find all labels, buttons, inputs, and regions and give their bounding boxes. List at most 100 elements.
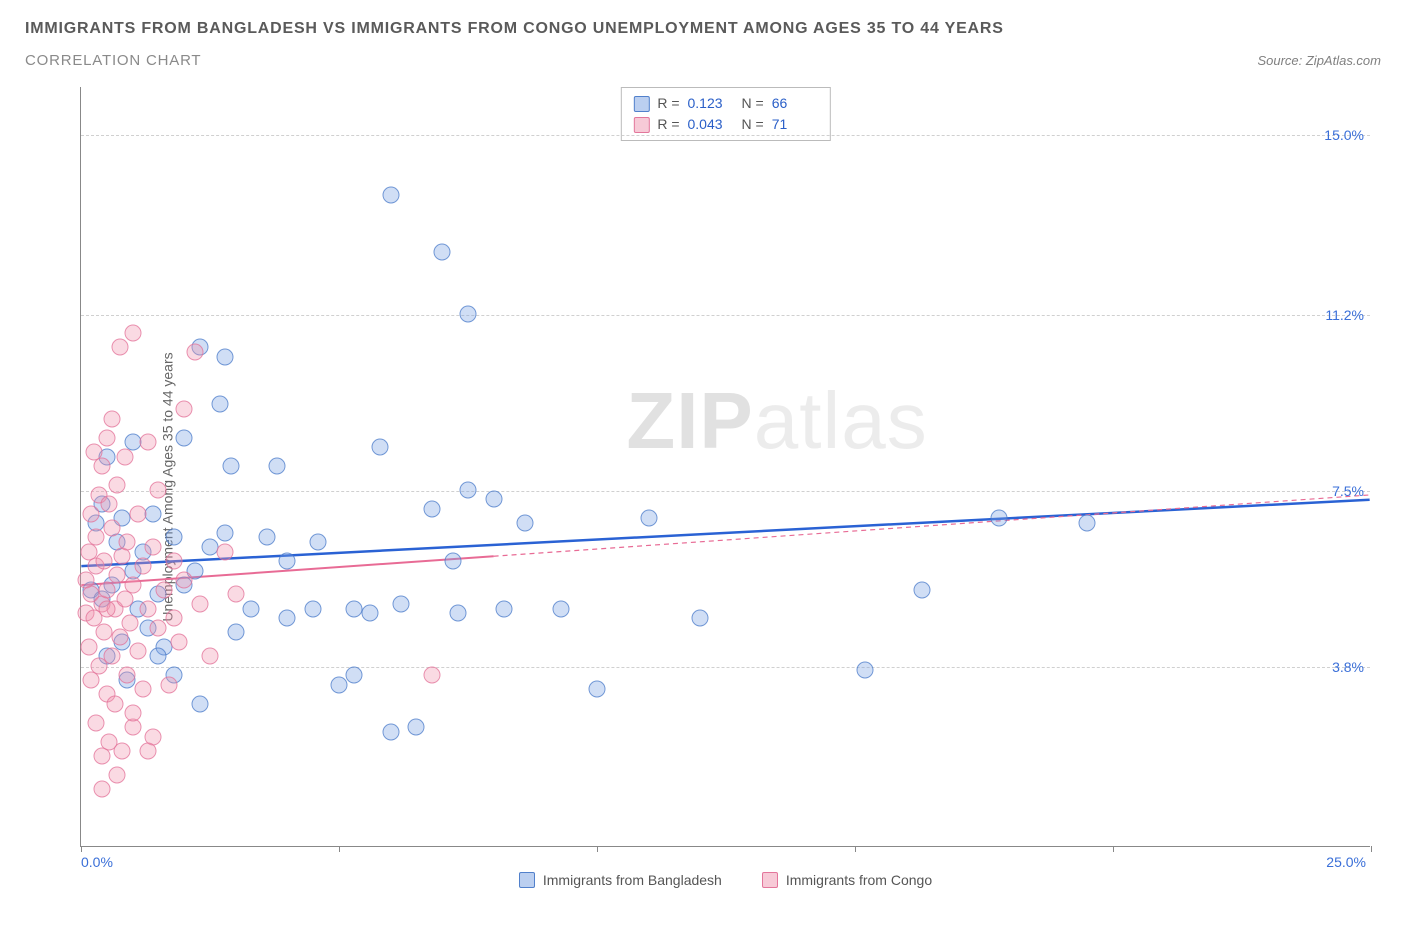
scatter-point (186, 344, 203, 361)
source-name: ZipAtlas.com (1306, 53, 1381, 68)
scatter-point (150, 619, 167, 636)
swatch-pink-icon (762, 872, 778, 888)
scatter-point (346, 667, 363, 684)
scatter-point (434, 244, 451, 261)
scatter-point (305, 600, 322, 617)
gridline (81, 667, 1370, 668)
scatter-point (361, 605, 378, 622)
x-tick-label: 25.0% (1326, 854, 1366, 870)
scatter-point (516, 515, 533, 532)
scatter-point (176, 429, 193, 446)
stat-value-n-blue: 66 (772, 93, 818, 114)
y-tick-label: 15.0% (1324, 127, 1364, 143)
x-tick-mark (1113, 846, 1114, 852)
scatter-point (914, 581, 931, 598)
correlation-stats-box: R = 0.123 N = 66 R = 0.043 N = 71 (620, 87, 830, 141)
scatter-point (589, 681, 606, 698)
scatter-point (165, 529, 182, 546)
scatter-point (176, 401, 193, 418)
scatter-point (103, 410, 120, 427)
scatter-point (150, 481, 167, 498)
x-tick-mark (1371, 846, 1372, 852)
scatter-point (243, 600, 260, 617)
swatch-pink-icon (633, 117, 649, 133)
scatter-point (111, 629, 128, 646)
x-tick-mark (597, 846, 598, 852)
stat-value-r-blue: 0.123 (688, 93, 734, 114)
scatter-point (460, 306, 477, 323)
scatter-point (124, 576, 141, 593)
scatter-point (217, 543, 234, 560)
scatter-point (109, 477, 126, 494)
scatter-point (122, 614, 139, 631)
scatter-point (331, 676, 348, 693)
legend-item: Immigrants from Congo (762, 872, 932, 888)
scatter-point (423, 667, 440, 684)
scatter-point (372, 439, 389, 456)
scatter-point (227, 624, 244, 641)
stat-label-n: N = (742, 114, 764, 135)
scatter-point (88, 714, 105, 731)
scatter-point (191, 695, 208, 712)
scatter-point (640, 510, 657, 527)
scatter-point (258, 529, 275, 546)
scatter-point (269, 458, 286, 475)
scatter-point (140, 600, 157, 617)
scatter-point (496, 600, 513, 617)
scatter-point (124, 325, 141, 342)
scatter-point (552, 600, 569, 617)
scatter-point (103, 648, 120, 665)
watermark: ZIPatlas (626, 375, 927, 467)
scatter-point (129, 643, 146, 660)
y-tick-label: 7.5% (1332, 483, 1364, 499)
gridline (81, 315, 1370, 316)
scatter-point (1079, 515, 1096, 532)
trendline-dashed (494, 495, 1370, 556)
scatter-point (460, 481, 477, 498)
scatter-point (129, 505, 146, 522)
scatter-point (382, 724, 399, 741)
title-block: IMMIGRANTS FROM BANGLADESH VS IMMIGRANTS… (25, 20, 1381, 69)
scatter-point (165, 610, 182, 627)
scatter-point (83, 505, 100, 522)
scatter-point (227, 586, 244, 603)
y-tick-label: 3.8% (1332, 659, 1364, 675)
stat-label-r: R = (657, 114, 679, 135)
scatter-point (124, 705, 141, 722)
trendline-solid (81, 500, 1369, 566)
scatter-point (202, 538, 219, 555)
legend-item: Immigrants from Bangladesh (519, 872, 722, 888)
x-tick-label: 0.0% (81, 854, 113, 870)
legend-label: Immigrants from Bangladesh (543, 872, 722, 888)
source-attribution: Source: ZipAtlas.com (1257, 53, 1381, 68)
scatter-point (171, 633, 188, 650)
x-tick-mark (81, 846, 82, 852)
scatter-point (96, 624, 113, 641)
scatter-point (392, 595, 409, 612)
scatter-point (140, 743, 157, 760)
scatter-point (176, 572, 193, 589)
scatter-point (109, 567, 126, 584)
swatch-blue-icon (633, 96, 649, 112)
swatch-blue-icon (519, 872, 535, 888)
scatter-point (145, 505, 162, 522)
y-tick-label: 11.2% (1325, 307, 1364, 323)
gridline (81, 491, 1370, 492)
scatter-point (134, 681, 151, 698)
scatter-point (116, 448, 133, 465)
scatter-point (222, 458, 239, 475)
scatter-point (310, 534, 327, 551)
stats-row: R = 0.043 N = 71 (633, 114, 817, 135)
scatter-point (160, 676, 177, 693)
scatter-point (191, 595, 208, 612)
scatter-point (423, 500, 440, 517)
x-tick-mark (855, 846, 856, 852)
scatter-point (134, 557, 151, 574)
scatter-point (382, 187, 399, 204)
stats-row: R = 0.123 N = 66 (633, 93, 817, 114)
scatter-point (80, 638, 97, 655)
scatter-point (103, 519, 120, 536)
gridline (81, 135, 1370, 136)
scatter-point (140, 434, 157, 451)
scatter-point (114, 743, 131, 760)
